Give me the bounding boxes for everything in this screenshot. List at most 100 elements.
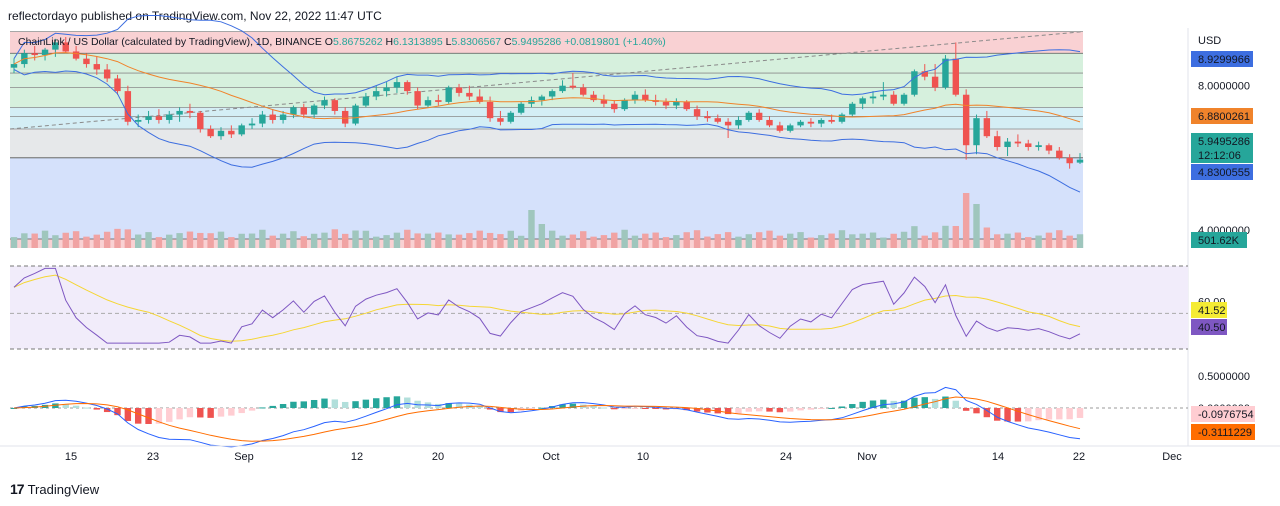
macd-histogram-bar (331, 399, 339, 408)
volume-bar (383, 235, 390, 248)
macd-histogram-bar (962, 408, 970, 411)
candle (797, 121, 804, 126)
macd-histogram-bar (911, 397, 918, 408)
candle (248, 123, 256, 126)
candle (497, 118, 504, 122)
zone-top-red (10, 31, 1083, 54)
candle (1056, 150, 1063, 158)
macd-histogram-bar (352, 401, 359, 408)
rsi-value-tag-bg (1191, 319, 1227, 335)
volume-bar (341, 233, 349, 248)
volume-bar (166, 234, 173, 248)
volume-bar (134, 234, 142, 248)
volume-bar (186, 231, 194, 248)
candle (404, 82, 411, 92)
macd-histogram-bar (321, 398, 328, 408)
x-tick-label: 10 (637, 451, 649, 463)
volume-bar (973, 204, 980, 248)
macd-histogram-bar (528, 408, 535, 410)
macd-signal-tag: -0.3111229 (1198, 427, 1252, 439)
currency-label: USD (1198, 35, 1221, 47)
macd-histogram-bar (600, 407, 608, 409)
candle (41, 49, 49, 56)
x-tick-label: 20 (432, 451, 444, 463)
zone-grey (10, 128, 1083, 158)
x-tick-label: Oct (542, 451, 559, 463)
x-tick-label: 24 (780, 451, 792, 463)
candle (818, 119, 825, 124)
volume-bar (248, 233, 256, 248)
macd-histogram-bar (704, 408, 711, 413)
volume-bar (942, 225, 949, 248)
tradingview-footer[interactable]: 17 TradingView (10, 481, 99, 497)
volume-bar (72, 231, 80, 248)
volume-bar (745, 234, 753, 248)
volume-bar (176, 233, 183, 248)
ohlc-value: 5.9495286 (512, 36, 562, 48)
volume-bar (1014, 232, 1022, 248)
candle (176, 110, 183, 115)
volume-bar (300, 236, 307, 248)
candle (569, 85, 577, 88)
volume-bar (321, 232, 328, 248)
volume-bar (559, 235, 566, 248)
candle (931, 76, 939, 88)
volume-bar (404, 229, 411, 248)
zone-green (10, 53, 1083, 108)
candle (424, 100, 432, 106)
candle (321, 100, 328, 106)
volume-bar (838, 230, 846, 248)
volume-bar (538, 224, 546, 248)
candle (1045, 145, 1053, 151)
bb-upper-price-tag: 8.9299966 (1198, 54, 1250, 66)
candle (807, 121, 815, 124)
volume-bar (435, 232, 442, 248)
tradingview-logo-icon: 17 (10, 481, 25, 497)
macd-histogram-bar (693, 408, 701, 412)
candle (445, 87, 452, 102)
x-tick-label: Sep (234, 451, 254, 463)
macd-histogram-bar (880, 399, 887, 408)
volume-bar (1056, 230, 1063, 248)
macd-signal-line (13, 396, 1081, 442)
volume-bar (528, 210, 535, 248)
macd-histogram-bar (849, 404, 856, 408)
volume-bar (52, 235, 59, 248)
candle (673, 101, 680, 106)
ohlc-value: 5.8675262 (333, 36, 383, 48)
candle (631, 94, 639, 101)
volume-bar (93, 234, 101, 248)
volume-bar (103, 231, 111, 248)
candle (145, 116, 152, 120)
macd-histogram-bar (559, 404, 566, 408)
macd-hist-tag: -0.0976754 (1198, 409, 1254, 421)
candle (362, 96, 370, 106)
macd-histogram-bar (1014, 408, 1022, 422)
macd-histogram-bar (166, 408, 173, 422)
candle (1076, 159, 1084, 163)
candle (507, 112, 514, 122)
chart-area[interactable]: ChainLink / US Dollar (calculated by Tra… (0, 0, 1280, 470)
candle (228, 130, 235, 135)
zone-cyan (10, 107, 1083, 129)
bollinger-upper-line (13, 15, 1081, 96)
macd-histogram-bar (724, 408, 732, 415)
macd-histogram-bar (1035, 408, 1042, 421)
candle (828, 119, 835, 122)
candle (590, 94, 597, 101)
volume-bar (849, 234, 856, 248)
volume-bar (497, 234, 504, 248)
macd-histogram-bar (797, 408, 804, 411)
volume-bar (507, 230, 514, 248)
volume-bar (580, 231, 587, 248)
macd-histogram-bar (683, 408, 690, 411)
chart-title: ChainLink / US Dollar (calculated by Tra… (18, 36, 666, 48)
ohlc-value: 6.1313895 (393, 36, 443, 48)
macd-histogram-bar (1004, 408, 1011, 422)
candle (911, 71, 918, 95)
macd-histogram-bar (1076, 408, 1084, 418)
macd-histogram-bar (207, 408, 214, 418)
volume-bar (155, 237, 163, 248)
volume-bar (1035, 235, 1042, 248)
bollinger-lower-line (13, 69, 1081, 193)
